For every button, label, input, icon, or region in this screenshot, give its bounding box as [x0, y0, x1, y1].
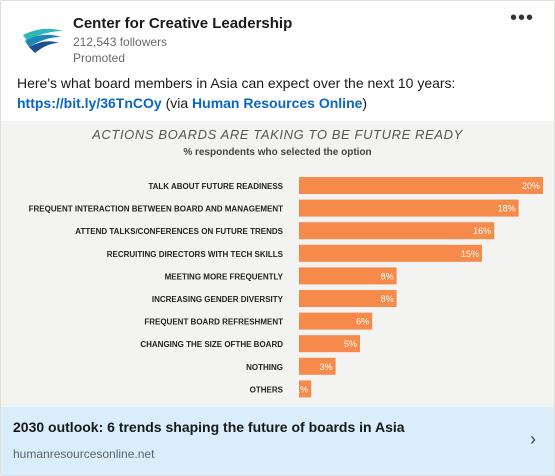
chart-title: ACTIONS BOARDS ARE TAKING TO BE FUTURE R… — [92, 127, 463, 142]
category-label: ATTEND TALKS/CONFERENCES ON FUTURE TREND… — [75, 227, 283, 236]
category-label: RECRUITING DIRECTORS WITH TECH SKILLS — [107, 250, 284, 259]
bar — [299, 222, 495, 240]
via-source-link[interactable]: Human Resources Online — [192, 95, 363, 111]
post-text-intro: Here's what board members in Asia can ex… — [17, 75, 456, 91]
link-preview-title[interactable]: 2030 outlook: 6 trends shaping the futur… — [13, 419, 405, 435]
category-label: INCREASING GENDER DIVERSITY — [152, 295, 284, 304]
link-preview[interactable]: 2030 outlook: 6 trends shaping the futur… — [1, 407, 554, 475]
post-text: Here's what board members in Asia can ex… — [17, 73, 542, 113]
category-label: FREQUENT INTERACTION BETWEEN BOARD AND M… — [29, 205, 283, 214]
bar — [299, 335, 360, 353]
category-label: FREQUENT BOARD REFRESHMENT — [144, 318, 283, 327]
company-name[interactable]: Center for Creative Leadership — [73, 15, 293, 32]
category-label: MEETING MORE FREQUENTLY — [165, 272, 284, 281]
value-label: 16% — [473, 226, 491, 236]
chart-subtitle: % respondents who selected the option — [183, 147, 372, 158]
post-link[interactable]: https://bit.ly/36TnCOy — [17, 95, 162, 111]
category-label: OTHERS — [250, 385, 284, 394]
bar — [299, 177, 543, 194]
bar-chart: TALK ABOUT FUTURE READINESS 20% FREQUENT I… — [29, 177, 543, 398]
link-preview-domain: humanresourcesonline.net — [13, 447, 155, 461]
bar — [299, 244, 482, 262]
follower-count: 212,543 followers — [73, 35, 168, 49]
bar — [299, 267, 397, 285]
value-label: 20% — [522, 181, 540, 191]
value-label: 3% — [320, 362, 333, 372]
value-label: 18% — [498, 204, 516, 214]
value-label: 5% — [344, 339, 357, 349]
category-label: CHANGING THE SIZE OFTHE BOARD — [140, 340, 283, 349]
value-label: 1% — [295, 384, 308, 394]
value-label: 6% — [356, 317, 369, 327]
post-header: Center for Creative Leadership 212,543 f… — [1, 1, 554, 67]
value-label: 8% — [381, 271, 394, 281]
via-suffix: ) — [362, 95, 368, 111]
category-label: TALK ABOUT FUTURE READINESS — [148, 182, 283, 191]
bar — [299, 290, 397, 307]
promoted-label: Promoted — [73, 51, 126, 65]
value-label: 8% — [381, 294, 394, 304]
chevron-right-icon[interactable]: › — [530, 429, 536, 449]
bar — [299, 357, 336, 375]
bar — [299, 380, 312, 398]
company-logo[interactable] — [21, 21, 65, 57]
value-label: 15% — [461, 249, 479, 259]
via-prefix: (via — [161, 95, 193, 111]
category-label: NOTHING — [246, 363, 283, 372]
post-image[interactable]: ACTIONS BOARDS ARE TAKING TO BE FUTURE R… — [1, 121, 554, 407]
bar — [299, 312, 373, 330]
bar — [299, 199, 519, 217]
more-options-icon[interactable]: ••• — [509, 7, 534, 29]
